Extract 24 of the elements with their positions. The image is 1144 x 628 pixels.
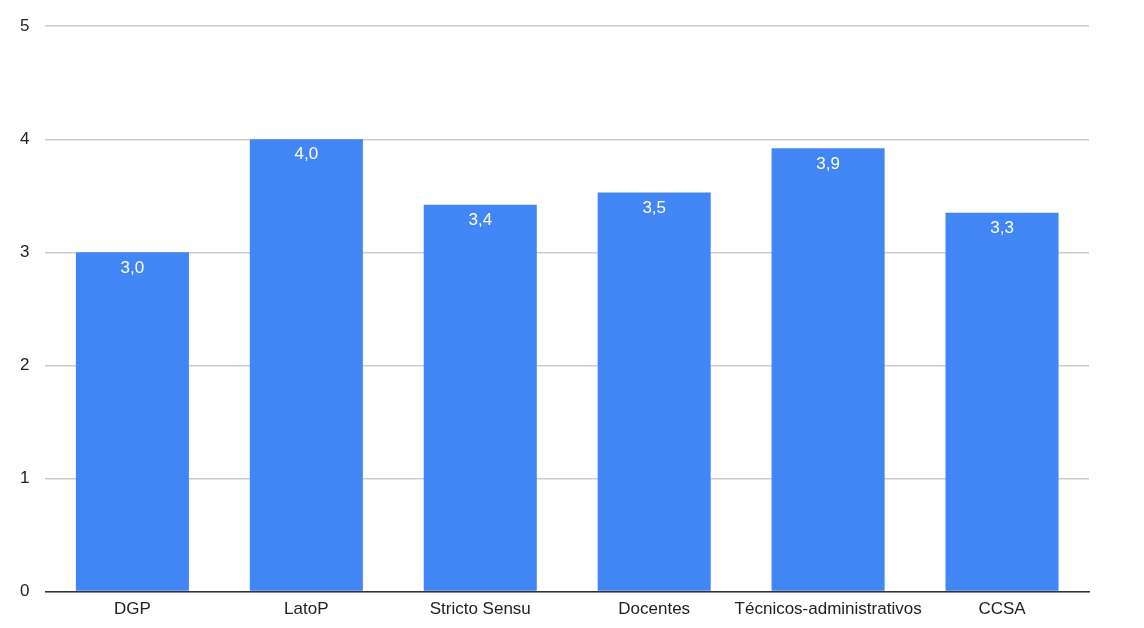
y-tick-label: 3	[19, 242, 30, 262]
x-tick-label: Técnicos-administrativos	[734, 599, 922, 619]
y-tick-label: 5	[19, 15, 30, 35]
bar	[423, 204, 537, 591]
y-tick-label: 4	[19, 128, 30, 148]
bar	[945, 212, 1059, 591]
bar	[597, 192, 711, 591]
x-tick-label: CCSA	[978, 599, 1027, 619]
bar	[771, 148, 885, 591]
data-label: 3,4	[468, 210, 493, 230]
data-label: 4,0	[294, 144, 319, 164]
data-label: 3,9	[816, 153, 840, 173]
y-tick-label: 2	[19, 355, 30, 375]
x-tick-label: Stricto Sensu	[429, 599, 531, 619]
x-tick-label: Docentes	[618, 599, 691, 619]
y-tick-label: 0	[19, 581, 30, 601]
bar	[75, 252, 189, 591]
bar	[249, 139, 363, 591]
x-tick-label: LatoP	[284, 599, 329, 619]
y-tick-label: 1	[19, 468, 30, 488]
x-tick-label: DGP	[113, 599, 151, 619]
data-label: 3,3	[990, 217, 1014, 237]
data-label: 3,5	[642, 197, 667, 217]
data-label: 3,0	[120, 257, 145, 277]
